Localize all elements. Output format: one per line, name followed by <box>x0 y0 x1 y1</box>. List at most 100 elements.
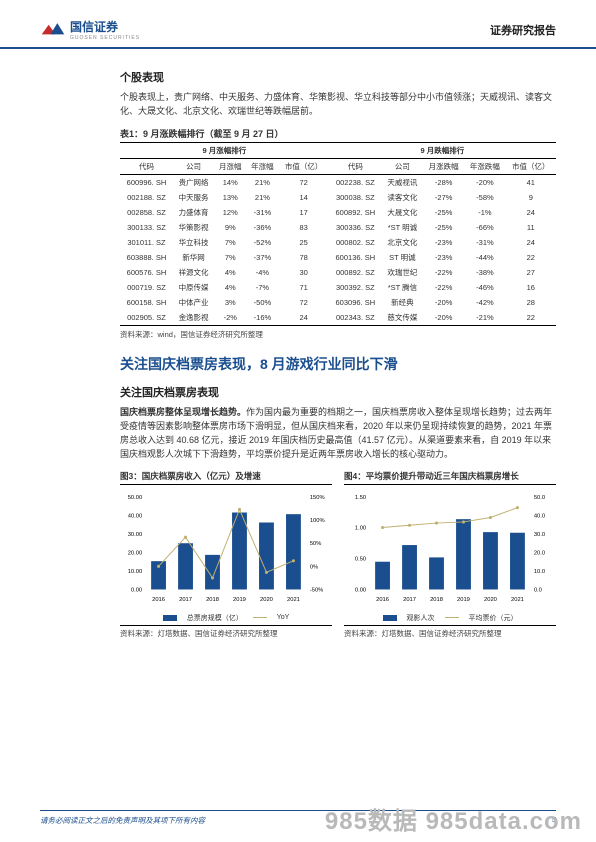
chart4-legend-line-box <box>445 617 459 618</box>
svg-text:2018: 2018 <box>430 597 443 603</box>
watermark: 985数据 985data.com <box>325 801 582 836</box>
svg-text:40.00: 40.00 <box>128 513 142 519</box>
svg-text:1.50: 1.50 <box>355 495 366 501</box>
table-cell: *ST 腾信 <box>382 280 423 295</box>
chart3-legend-bar-box <box>163 615 177 621</box>
table-cell: 24 <box>506 205 556 220</box>
svg-text:30.0: 30.0 <box>534 532 545 538</box>
logo-icon <box>40 21 66 39</box>
table-cell: 603096. SH <box>329 295 382 310</box>
section2-para: 国庆档票房整体呈现增长趋势。作为国内最为重要的档期之一，国庆档票房收入整体呈现增… <box>120 406 556 462</box>
table1: 9 月涨幅排行 9 月跌幅排行 代码公司月涨幅年涨幅市值（亿）代码公司月涨跌幅年… <box>120 142 556 326</box>
table-cell: 9% <box>214 220 246 235</box>
svg-text:2017: 2017 <box>403 597 416 603</box>
table-cell: -31% <box>464 235 505 250</box>
table-row: 000719. SZ中原传媒4%-7%71300392. SZ*ST 腾信-22… <box>120 280 556 295</box>
chart3-svg: 0.0010.0020.0030.0040.0050.00-50%0%50%10… <box>120 489 332 609</box>
table-cell: 72 <box>279 295 329 310</box>
svg-text:20.0: 20.0 <box>534 550 545 556</box>
page-header: 国信证券 GUOSEN SECURITIES 证券研究报告 <box>0 0 596 49</box>
table1-col-header: 代码 <box>120 158 173 174</box>
table-cell: 3% <box>214 295 246 310</box>
table-cell: -52% <box>246 235 278 250</box>
table-cell: -23% <box>423 235 464 250</box>
table1-title: 表1：9 月涨跌幅排行（截至 9 月 27 日） <box>120 127 556 140</box>
svg-text:40.0: 40.0 <box>534 513 545 519</box>
table-cell: -20% <box>423 295 464 310</box>
table-cell: -20% <box>464 174 505 190</box>
table1-col-header: 年涨跌幅 <box>464 158 505 174</box>
table-cell: 002905. SZ <box>120 310 173 326</box>
table-cell: -22% <box>423 265 464 280</box>
svg-text:1.00: 1.00 <box>355 525 366 531</box>
table-cell: 300336. SZ <box>329 220 382 235</box>
chart4-source: 资料来源：灯塔数据、国信证券经济研究所整理 <box>344 625 556 639</box>
svg-text:30.00: 30.00 <box>128 532 142 538</box>
table-cell: 天威视讯 <box>382 174 423 190</box>
table1-col-header: 公司 <box>173 158 214 174</box>
table-cell: 13% <box>214 190 246 205</box>
svg-text:10.0: 10.0 <box>534 569 545 575</box>
table-cell: 14% <box>214 174 246 190</box>
table-cell: -36% <box>246 220 278 235</box>
table-cell: -25% <box>423 205 464 220</box>
table-cell: -4% <box>246 265 278 280</box>
svg-text:0.50: 0.50 <box>355 556 366 562</box>
svg-text:-50%: -50% <box>310 587 323 593</box>
chart3-legend-bar: 总票房规模（亿） <box>187 613 243 623</box>
table-row: 301011. SZ华立科技7%-52%25000802. SZ北京文化-23%… <box>120 235 556 250</box>
table1-col-header: 月涨跌幅 <box>423 158 464 174</box>
table-cell: 读客文化 <box>382 190 423 205</box>
svg-text:20.00: 20.00 <box>128 550 142 556</box>
table-cell: 22 <box>506 310 556 326</box>
svg-text:2019: 2019 <box>233 597 246 603</box>
table-row: 600158. SH中体产业3%-50%72603096. SH新经典-20%-… <box>120 295 556 310</box>
table-cell: 华策影视 <box>173 220 214 235</box>
table-cell: 25 <box>279 235 329 250</box>
table-cell: 22 <box>506 250 556 265</box>
table-cell: 中原传媒 <box>173 280 214 295</box>
table-cell: -28% <box>423 174 464 190</box>
section2-para-bold: 国庆档票房整体呈现增长趋势。 <box>120 407 246 417</box>
table1-col-header: 月涨幅 <box>214 158 246 174</box>
table-cell: -1% <box>464 205 505 220</box>
table-cell: 12% <box>214 205 246 220</box>
table-cell: 300392. SZ <box>329 280 382 295</box>
table-row: 600996. SH贵广网络14%21%72002238. SZ天威视讯-28%… <box>120 174 556 190</box>
table1-col-header: 市值（亿） <box>279 158 329 174</box>
table-cell: 000892. SZ <box>329 265 382 280</box>
svg-text:2021: 2021 <box>511 597 524 603</box>
svg-text:2016: 2016 <box>376 597 389 603</box>
brand-name: 国信证券 <box>70 18 140 35</box>
svg-text:50.00: 50.00 <box>128 495 142 501</box>
table-cell: -44% <box>464 250 505 265</box>
table-cell: 41 <box>506 174 556 190</box>
table-row: 002905. SZ金逸影视-2%-16%24002343. SZ慈文传媒-20… <box>120 310 556 326</box>
table-cell: 祥源文化 <box>173 265 214 280</box>
table-cell: 600996. SH <box>120 174 173 190</box>
svg-text:0.0: 0.0 <box>534 587 542 593</box>
section2-big-title: 关注国庆档票房表现，8 月游戏行业同比下滑 <box>120 354 556 374</box>
table-cell: -7% <box>246 280 278 295</box>
table-cell: -27% <box>423 190 464 205</box>
table-cell: 中天服务 <box>173 190 214 205</box>
table-cell: 14 <box>279 190 329 205</box>
table-cell: *ST 明诚 <box>382 220 423 235</box>
table-cell: 600158. SH <box>120 295 173 310</box>
table-cell: 301011. SZ <box>120 235 173 250</box>
table1-group-right: 9 月跌幅排行 <box>329 142 556 158</box>
table-cell: 600892. SH <box>329 205 382 220</box>
brand-sub: GUOSEN SECURITIES <box>70 35 140 41</box>
table-cell: -42% <box>464 295 505 310</box>
svg-text:2016: 2016 <box>152 597 165 603</box>
table-cell: -31% <box>246 205 278 220</box>
svg-text:50.0: 50.0 <box>534 495 545 501</box>
table-cell: 603888. SH <box>120 250 173 265</box>
table-cell: -22% <box>423 280 464 295</box>
svg-text:2020: 2020 <box>260 597 273 603</box>
table-cell: 7% <box>214 235 246 250</box>
table-cell: 27 <box>506 265 556 280</box>
table-cell: 贵广网络 <box>173 174 214 190</box>
chart4-svg: 0.000.501.001.500.010.020.030.040.050.02… <box>344 489 556 609</box>
table-cell: -37% <box>246 250 278 265</box>
